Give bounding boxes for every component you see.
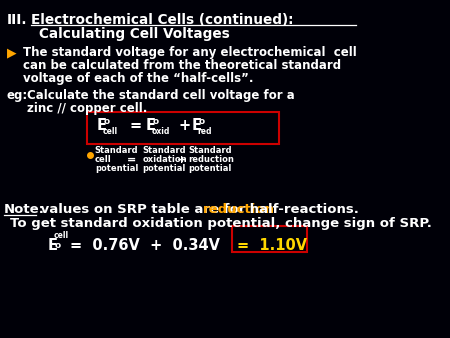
Text: eg:: eg: <box>7 89 28 102</box>
Text: half-reactions.: half-reactions. <box>245 203 359 216</box>
Text: cell: cell <box>54 231 69 240</box>
Text: values on SRP table are for: values on SRP table are for <box>36 203 250 216</box>
Text: can be calculated from the theoretical standard: can be calculated from the theoretical s… <box>23 59 341 72</box>
Text: red: red <box>198 127 212 137</box>
Text: =: = <box>129 119 141 134</box>
Text: o: o <box>104 117 110 125</box>
Text: o: o <box>55 241 61 250</box>
Text: E: E <box>145 119 155 134</box>
Text: =: = <box>126 155 136 165</box>
Text: Calculate the standard cell voltage for a: Calculate the standard cell voltage for … <box>27 89 295 102</box>
Text: reduction: reduction <box>189 155 234 164</box>
Text: zinc // copper cell.: zinc // copper cell. <box>27 102 147 115</box>
Text: oxid: oxid <box>152 127 170 137</box>
Text: Electrochemical Cells (continued):: Electrochemical Cells (continued): <box>31 13 293 27</box>
Text: E: E <box>47 238 58 253</box>
Text: Calculating Cell Voltages: Calculating Cell Voltages <box>39 27 230 41</box>
Text: Standard: Standard <box>142 146 186 155</box>
Text: cell: cell <box>95 155 112 164</box>
Text: ▶: ▶ <box>7 46 16 59</box>
Text: Note:: Note: <box>4 203 45 216</box>
Text: voltage of each of the “half-cells”.: voltage of each of the “half-cells”. <box>23 72 253 85</box>
Text: To get standard oxidation potential, change sign of SRP.: To get standard oxidation potential, cha… <box>10 217 432 230</box>
Text: potential: potential <box>142 164 185 173</box>
Text: +: + <box>178 119 190 134</box>
Text: The standard voltage for any electrochemical  cell: The standard voltage for any electrochem… <box>23 46 356 59</box>
Text: Standard: Standard <box>95 146 139 155</box>
Text: III.: III. <box>7 13 27 27</box>
Text: oxidation: oxidation <box>142 155 187 164</box>
Text: E: E <box>96 119 106 134</box>
Text: o: o <box>198 117 205 125</box>
Text: +: + <box>177 155 186 165</box>
Text: o: o <box>153 117 159 125</box>
Text: Standard: Standard <box>189 146 232 155</box>
Text: potential: potential <box>95 164 138 173</box>
Text: E: E <box>191 119 201 134</box>
Text: cell: cell <box>103 127 118 137</box>
Text: =  1.10V: = 1.10V <box>237 238 307 253</box>
Text: =  0.76V  +  0.34V: = 0.76V + 0.34V <box>70 238 220 253</box>
Text: potential: potential <box>189 164 232 173</box>
Text: reduction: reduction <box>202 203 274 216</box>
